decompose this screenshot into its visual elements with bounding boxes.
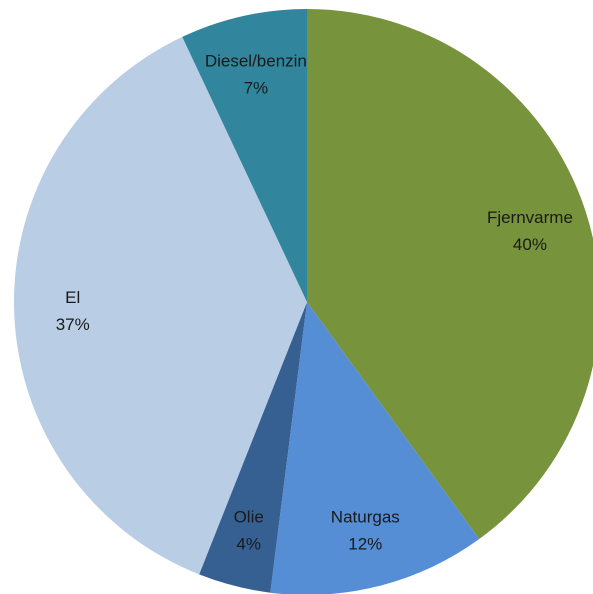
slice-label: Olie <box>234 508 264 527</box>
slice-value: 12% <box>348 535 382 554</box>
slice-value: 40% <box>513 235 547 254</box>
pie-slice <box>307 9 593 540</box>
slice-label: El <box>65 288 80 307</box>
slice-value: 4% <box>236 535 261 554</box>
slice-value: 37% <box>56 315 90 334</box>
slice-label: Fjernvarme <box>487 208 573 227</box>
pie-slice <box>14 36 307 575</box>
slice-label: Diesel/benzin <box>205 52 307 71</box>
pie-slice <box>199 302 307 593</box>
pie-slice <box>182 9 307 302</box>
slice-value: 7% <box>244 79 269 98</box>
slice-label: Naturgas <box>331 508 400 527</box>
pie-slice <box>270 302 480 594</box>
